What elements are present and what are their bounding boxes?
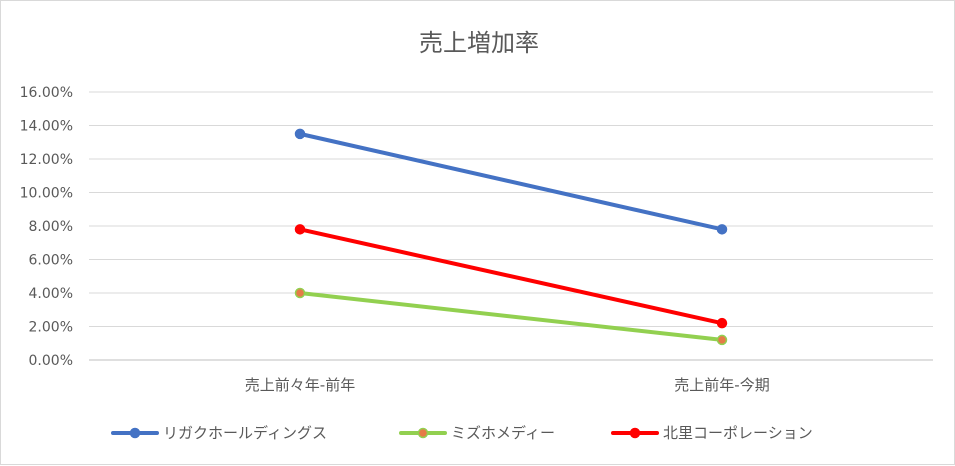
data-point[interactable]	[294, 224, 306, 235]
y-tick-label: 4.00%	[29, 286, 73, 302]
legend-marker	[129, 427, 141, 439]
y-tick-label: 6.00%	[29, 253, 73, 269]
y-tick-label: 12.00%	[20, 152, 73, 168]
data-point[interactable]	[294, 287, 306, 299]
legend-label: リガクホールディングス	[163, 424, 327, 442]
x-tick-label: 売上前々年-前年	[245, 376, 355, 394]
data-point[interactable]	[716, 224, 728, 235]
y-tick-label: 14.00%	[20, 119, 73, 135]
x-axis-tick-labels: 売上前々年-前年 売上前年-今期	[245, 376, 770, 394]
legend-item[interactable]: 北里コーポレーション	[611, 424, 813, 442]
y-tick-label: 2.00%	[29, 320, 73, 336]
legend-label: 北里コーポレーション	[663, 424, 813, 442]
x-tick-label: 売上前年-今期	[674, 376, 769, 394]
data-point[interactable]	[716, 317, 728, 329]
y-tick-label: 16.00%	[20, 85, 73, 101]
series-line	[298, 227, 724, 326]
series-2	[294, 287, 728, 346]
legend-item[interactable]: ミズホメディー	[399, 424, 555, 442]
series-1	[294, 128, 728, 235]
legend-marker	[629, 427, 641, 439]
series-line	[298, 131, 724, 232]
gridlines	[89, 91, 933, 361]
legend-marker	[417, 427, 429, 439]
data-point[interactable]	[294, 128, 306, 140]
y-axis-tick-labels: 0.00% 2.00% 4.00% 6.00% 8.00% 10.00% 12.00% 14.…	[20, 85, 73, 369]
series-line	[298, 291, 724, 342]
series-3	[294, 224, 728, 329]
legend-item[interactable]: リガクホールディングス	[111, 424, 327, 442]
data-point[interactable]	[716, 334, 728, 346]
legend[interactable]: リガクホールディングス ミズホメディー 北里コーポレーション	[111, 424, 813, 442]
legend-label: ミズホメディー	[451, 424, 555, 442]
series-lines	[294, 128, 728, 346]
y-tick-label: 0.00%	[29, 353, 73, 369]
y-tick-label: 8.00%	[29, 219, 73, 235]
y-tick-label: 10.00%	[20, 186, 73, 202]
chart-title: 売上増加率	[419, 29, 539, 57]
